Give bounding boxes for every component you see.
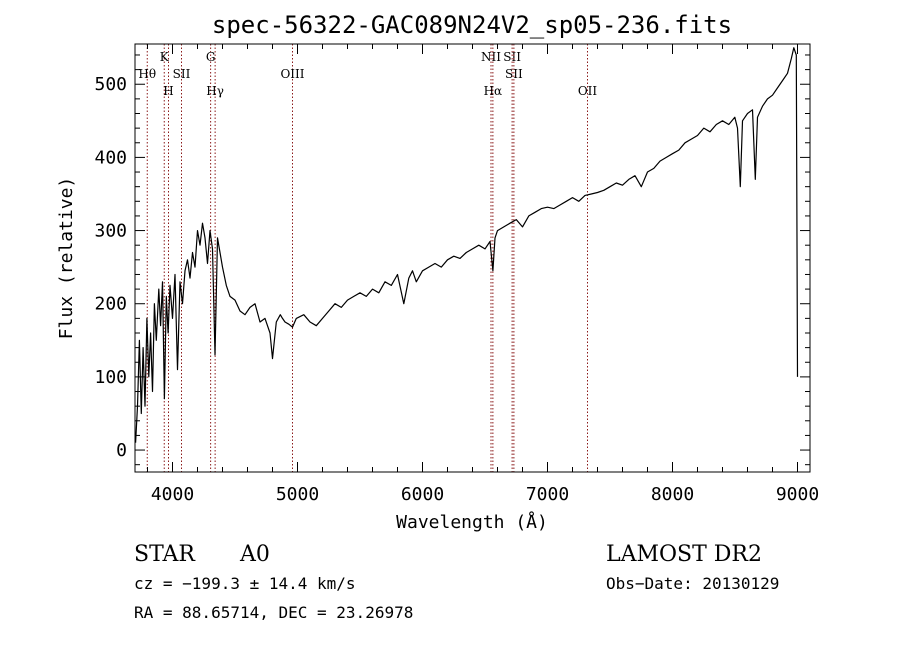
line-marker-label: SII <box>505 67 523 81</box>
x-tick-label: 6000 <box>401 484 444 505</box>
line-marker-label: H <box>163 84 173 98</box>
coordinates-text: RA = 88.65714, DEC = 23.26978 <box>134 603 413 622</box>
line-marker-label: Hα <box>484 84 503 98</box>
line-marker-label: OIII <box>280 67 304 81</box>
line-marker-label: Hγ <box>206 84 224 98</box>
x-tick-label: 4000 <box>151 484 194 505</box>
redshift-text: cz = −199.3 ± 14.4 km/s <box>134 574 356 593</box>
y-tick-label: 500 <box>94 74 127 95</box>
survey-label: LAMOST DR2 <box>606 542 762 567</box>
y-tick-label: 400 <box>94 147 127 168</box>
y-axis-label: Flux (relative) <box>56 177 77 340</box>
obs-date-text: Obs−Date: 20130129 <box>606 574 779 593</box>
line-marker-label: NII <box>481 50 501 64</box>
x-tick-label: 8000 <box>651 484 694 505</box>
spectrum-line <box>135 47 799 443</box>
line-marker-label: SII <box>173 67 191 81</box>
axis-ticks: 4000 5000 6000 7000 8000 9000 0 100 200 300 400 500 <box>94 44 819 505</box>
y-tick-label: 300 <box>94 221 127 242</box>
x-axis-label: Wavelength (Å) <box>396 511 548 533</box>
x-tick-label: 7000 <box>526 484 569 505</box>
spectral-class-label: STAR <box>134 542 196 567</box>
y-tick-label: 100 <box>94 367 127 388</box>
line-marker-label: SII <box>503 50 521 64</box>
line-marker-label: K <box>160 50 170 64</box>
x-tick-label: 9000 <box>776 484 819 505</box>
line-marker-label: OII <box>578 84 598 98</box>
chart-title: spec-56322-GAC089N24V2_sp05-236.fits <box>212 11 732 39</box>
spectral-subclass: A0 <box>239 542 270 567</box>
y-tick-label: 0 <box>116 440 127 461</box>
line-marker-label: G <box>206 50 216 64</box>
line-marker-label: Hθ <box>138 67 156 81</box>
x-tick-label: 5000 <box>276 484 319 505</box>
y-tick-label: 200 <box>94 294 127 315</box>
plot-frame <box>134 43 811 473</box>
